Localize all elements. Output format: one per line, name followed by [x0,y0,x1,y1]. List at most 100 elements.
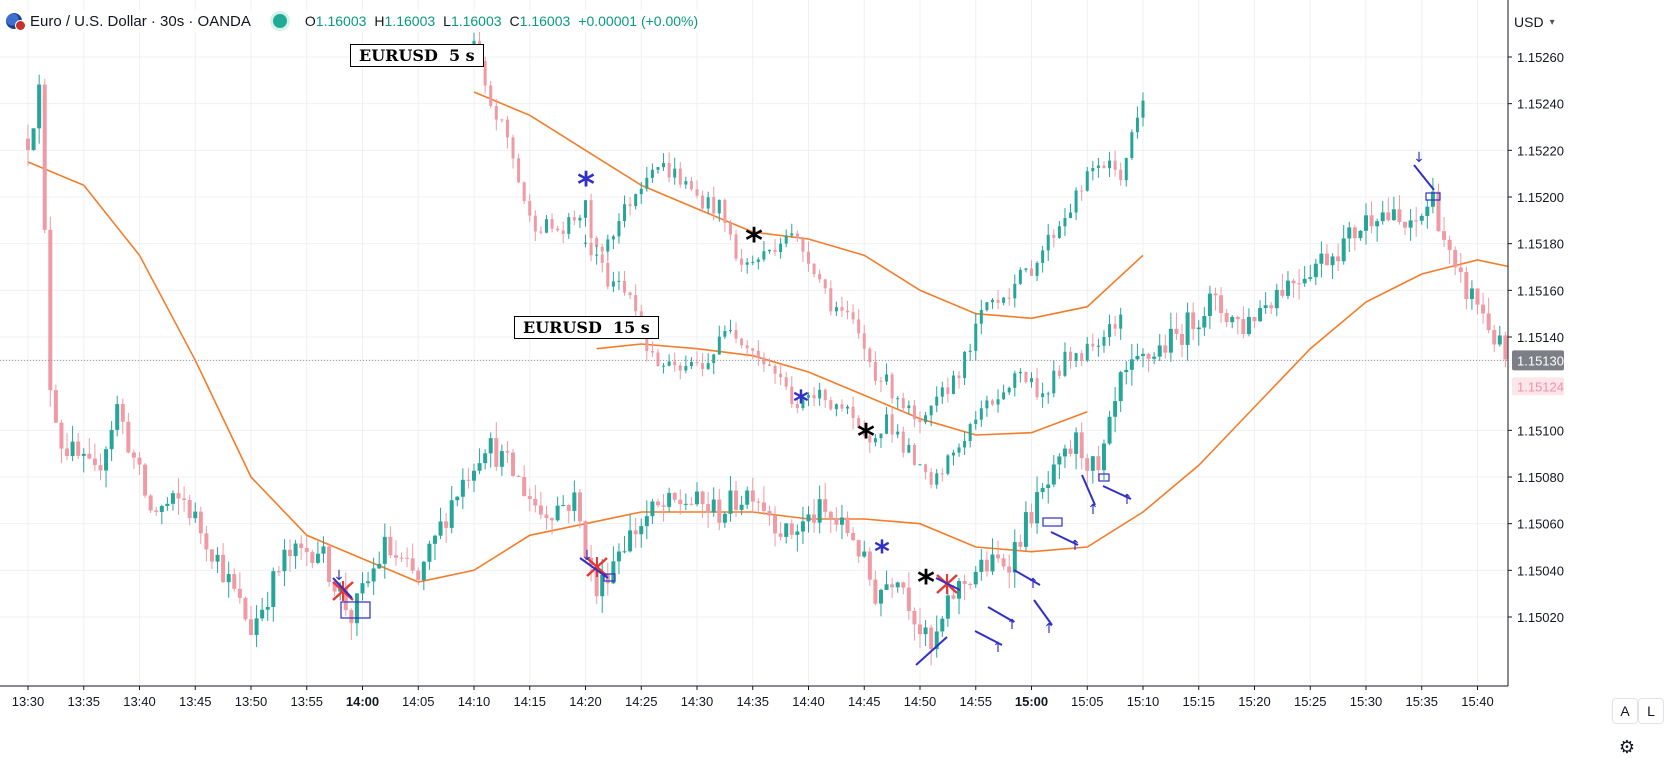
candle[interactable] [1040,488,1045,493]
candle[interactable] [929,405,933,416]
blue-asterisk-marker[interactable]: * [793,385,809,420]
candle[interactable] [1018,371,1022,374]
signal-box[interactable] [1425,192,1441,201]
candle[interactable] [1447,239,1452,250]
candle[interactable] [1196,327,1201,330]
candle[interactable] [1119,169,1123,181]
candle[interactable] [1007,566,1012,573]
candle[interactable] [650,169,654,178]
candle[interactable] [655,501,660,506]
moving-average-line[interactable] [27,161,1512,583]
candle[interactable] [1030,268,1033,276]
candle[interactable] [918,464,922,466]
candle[interactable] [444,521,449,528]
candle[interactable] [276,571,281,573]
candle[interactable] [756,259,760,262]
candle[interactable] [561,230,565,234]
candle[interactable] [985,400,989,409]
candle[interactable] [1113,324,1117,329]
candle[interactable] [1102,165,1106,169]
candle[interactable] [1269,305,1274,309]
candle[interactable] [360,583,365,594]
candle[interactable] [622,551,627,553]
candle[interactable] [1113,401,1118,417]
candle[interactable] [460,479,465,497]
candle[interactable] [517,158,521,183]
arrow-down-icon[interactable]: ↓ [581,548,593,564]
candle[interactable] [1035,378,1039,398]
candle[interactable] [1469,288,1474,300]
candle[interactable] [1375,221,1380,227]
candle[interactable] [1497,335,1502,345]
candle[interactable] [778,533,783,537]
candle[interactable] [1013,283,1017,299]
candle[interactable] [131,452,136,458]
candle[interactable] [550,518,555,521]
candle[interactable] [600,574,605,597]
candle[interactable] [990,299,994,303]
candle[interactable] [751,261,755,263]
candle[interactable] [1091,168,1095,172]
candle[interactable] [1185,312,1190,345]
candle[interactable] [963,351,967,379]
candle[interactable] [823,389,827,401]
candle[interactable] [645,177,649,189]
candle[interactable] [589,242,593,256]
candle[interactable] [1397,209,1402,222]
candle[interactable] [388,536,393,556]
candle[interactable] [728,223,732,235]
candle[interactable] [104,449,109,471]
candle[interactable] [438,521,443,536]
candle[interactable] [421,561,426,581]
candle[interactable] [1302,278,1307,284]
candle[interactable] [678,499,683,505]
candle[interactable] [918,624,922,635]
candle[interactable] [873,362,877,381]
candle[interactable] [159,506,164,512]
candle[interactable] [951,595,956,599]
candle[interactable] [332,581,337,592]
candle[interactable] [823,499,828,512]
candle[interactable] [923,627,928,635]
candle[interactable] [878,589,883,604]
candle[interactable] [1313,263,1318,278]
candle[interactable] [611,236,615,240]
candle[interactable] [371,568,376,582]
candle[interactable] [684,181,688,185]
candle[interactable] [767,249,771,252]
trend-arrow[interactable] [935,577,961,591]
candle[interactable] [1129,359,1134,370]
candle[interactable] [756,501,761,503]
log-scale-button[interactable]: L [1638,698,1664,724]
candle[interactable] [895,582,900,588]
candle[interactable] [974,323,978,351]
candle[interactable] [773,249,777,253]
candle[interactable] [701,195,705,209]
candle[interactable] [784,523,789,537]
candle[interactable] [98,465,103,471]
arrow-up-icon[interactable]: ↑ [1043,621,1055,637]
trend-arrow[interactable] [579,557,609,579]
candle[interactable] [767,510,772,516]
candle[interactable] [867,551,872,580]
candle[interactable] [912,405,916,420]
candle[interactable] [1057,456,1062,465]
candle[interactable] [896,431,900,435]
candle[interactable] [962,580,967,585]
candle[interactable] [734,490,739,510]
candle[interactable] [834,518,839,525]
candle[interactable] [249,619,253,635]
candle[interactable] [985,302,989,311]
candle[interactable] [215,554,220,562]
candle[interactable] [488,438,493,454]
candle[interactable] [1013,373,1017,388]
candle[interactable] [706,504,711,513]
candle[interactable] [1408,220,1413,228]
candle[interactable] [1386,212,1391,221]
candle[interactable] [1024,268,1028,270]
candle[interactable] [1063,351,1067,376]
candle[interactable] [662,162,666,168]
candle[interactable] [806,514,811,522]
candle[interactable] [204,533,209,550]
